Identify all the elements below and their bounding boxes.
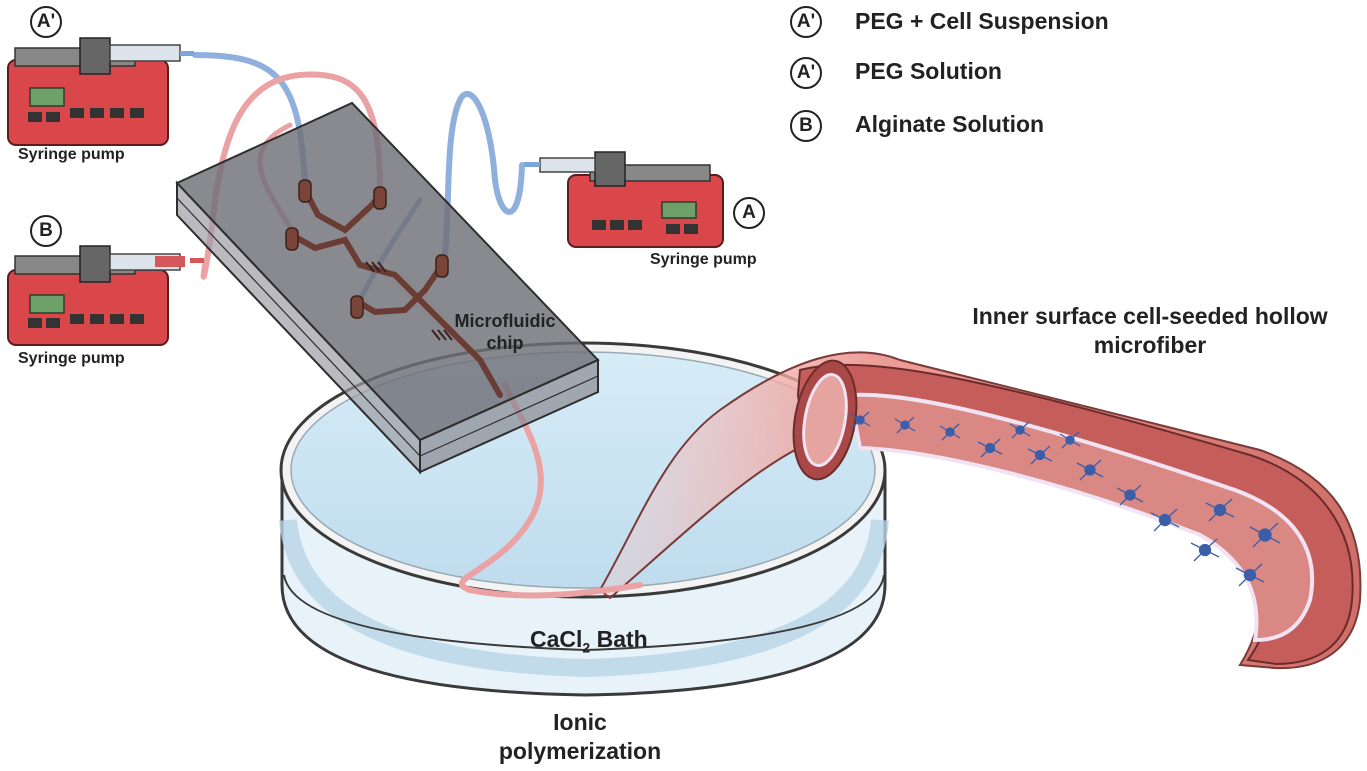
pump-badge-a-prime: A' — [30, 6, 62, 38]
pump-label-a: Syringe pump — [650, 251, 757, 268]
hollow-microfiber — [598, 351, 1362, 670]
pump-label-b: Syringe pump — [18, 350, 125, 367]
legend-label-peg-solution: PEG Solution — [855, 58, 1002, 84]
legend-badge-peg-solution: A' — [790, 57, 822, 89]
legend-label-peg-cell-suspension: PEG + Cell Suspension — [855, 8, 1109, 34]
process-label-line2: polymerization — [498, 738, 662, 764]
legend-badge-alginate-solution: B — [790, 110, 822, 142]
syringe-pump-a-prime — [7, 37, 194, 146]
bath-label-subscript: 2 — [582, 639, 591, 656]
chip-label: Microfluidic chip — [440, 310, 570, 354]
process-label-line1: Ionic — [553, 709, 607, 735]
syringe-pump-a — [524, 151, 724, 248]
legend-badge-peg-cell-suspension: A' — [790, 6, 822, 38]
pump-badge-a: A — [733, 197, 765, 229]
fiber-label-line1: Inner surface cell-seeded hollow — [972, 303, 1328, 329]
bath-label-suffix: Bath — [590, 626, 648, 652]
legend-label-alginate-solution: Alginate Solution — [855, 111, 1045, 137]
chip-label-line2: chip — [486, 333, 524, 353]
chip-label-line1: Microfluidic — [454, 311, 556, 331]
bath-label-prefix: CaCl — [530, 626, 583, 652]
fiber-label-line2: microfiber — [1093, 332, 1207, 358]
pump-label-a-prime: Syringe pump — [18, 146, 125, 163]
process-label: Ionic polymerization — [480, 708, 680, 766]
syringe-pump-b — [7, 245, 204, 346]
microfluidic-chip — [175, 101, 600, 475]
bath-label: CaCl2 Bath — [530, 626, 648, 656]
pump-badge-b: B — [30, 215, 62, 247]
fiber-label: Inner surface cell-seeded hollow microfi… — [940, 302, 1360, 360]
